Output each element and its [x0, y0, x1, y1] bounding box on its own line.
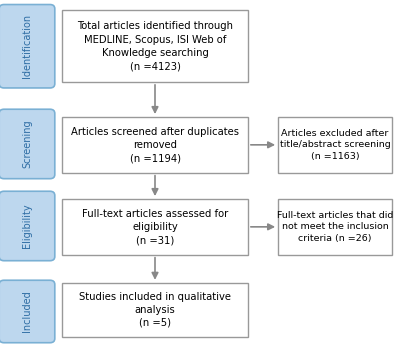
FancyBboxPatch shape	[0, 280, 55, 343]
FancyBboxPatch shape	[0, 191, 55, 261]
Text: Screening: Screening	[22, 120, 32, 168]
FancyBboxPatch shape	[62, 10, 248, 82]
FancyBboxPatch shape	[278, 199, 392, 255]
FancyBboxPatch shape	[62, 199, 248, 255]
Text: Studies included in qualitative
analysis
(n =5): Studies included in qualitative analysis…	[79, 291, 231, 328]
FancyBboxPatch shape	[0, 109, 55, 179]
Text: Articles screened after duplicates
removed
(n =1194): Articles screened after duplicates remov…	[71, 127, 239, 163]
FancyBboxPatch shape	[0, 5, 55, 88]
Text: Full-text articles assessed for
eligibility
(n =31): Full-text articles assessed for eligibil…	[82, 209, 228, 245]
FancyBboxPatch shape	[62, 283, 248, 337]
Text: Eligibility: Eligibility	[22, 204, 32, 248]
Text: Identification: Identification	[22, 14, 32, 78]
Text: Full-text articles that did
not meet the inclusion
criteria (n =26): Full-text articles that did not meet the…	[277, 210, 393, 243]
Text: Included: Included	[22, 291, 32, 332]
FancyBboxPatch shape	[278, 117, 392, 173]
Text: Total articles identified through
MEDLINE, Scopus, ISI Web of
Knowledge searchin: Total articles identified through MEDLIN…	[77, 21, 233, 71]
FancyBboxPatch shape	[62, 117, 248, 173]
Text: Articles excluded after
title/abstract screening
(n =1163): Articles excluded after title/abstract s…	[280, 128, 390, 161]
